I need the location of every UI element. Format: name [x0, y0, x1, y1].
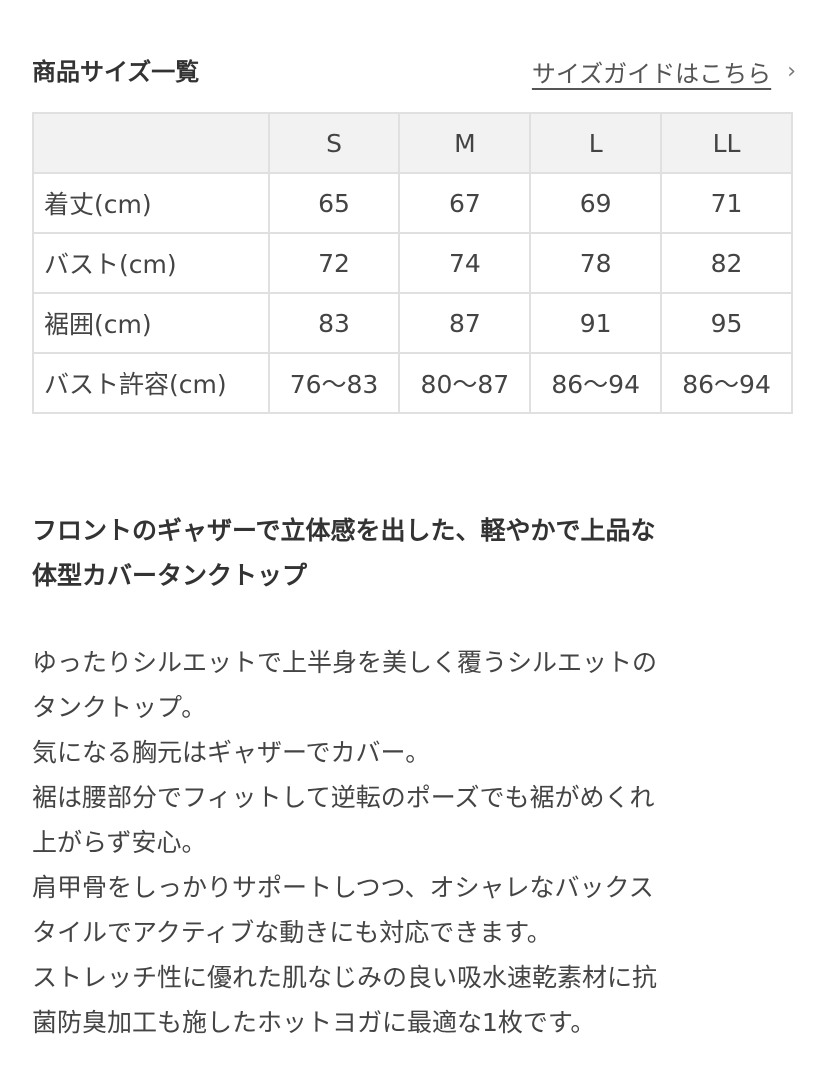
description-line: 裾は腰部分でフィットして逆転のポーズでも裾がめくれ: [32, 783, 655, 812]
row-label: 裾囲(cm): [32, 292, 270, 354]
table-cell: 67: [398, 172, 532, 234]
heading-line: フロントのギャザーで立体感を出した、軽やかで上品な: [32, 516, 656, 545]
description-body: ゆったりシルエットで上半身を美しく覆うシルエットの タンクトップ。気になる胸元はギ…: [32, 640, 657, 1045]
table-cell: 91: [529, 292, 663, 354]
table-cell: 72: [267, 232, 401, 294]
size-table: S M L LL 着丈(cm) 65 67 69 71 バスト(cm) 72 74 78 82 裾囲…: [32, 112, 793, 414]
description-line: ストレッチ性に優れた肌なじみの良い吸水速乾素材に抗: [32, 963, 658, 992]
table-cell: 78: [529, 232, 663, 294]
table-row: 着丈(cm) 65 67 69 71: [32, 172, 793, 234]
chevron-right-icon[interactable]: ›: [787, 59, 796, 84]
table-cell: 95: [660, 292, 793, 354]
column-header: M: [398, 112, 532, 174]
table-cell: 87: [398, 292, 532, 354]
column-header: LL: [660, 112, 793, 174]
table-row: 裾囲(cm) 83 87 91 95: [32, 292, 793, 354]
table-header-row: S M L LL: [32, 112, 793, 174]
column-header: S: [267, 112, 401, 174]
table-cell: 86〜94: [660, 352, 793, 414]
description-line: ゆったりシルエットで上半身を美しく覆うシルエットの: [32, 648, 658, 677]
heading-line: 体型カバータンクトップ: [32, 561, 308, 590]
table-row: バスト(cm) 72 74 78 82: [32, 232, 793, 294]
description-line: タンクトップ。: [32, 693, 207, 722]
row-label: バスト(cm): [32, 232, 270, 294]
table-cell: 80〜87: [398, 352, 532, 414]
column-header: [32, 112, 270, 174]
row-label: バスト許容(cm): [32, 352, 270, 414]
size-guide-link-container[interactable]: サイズガイドはこちら ›: [532, 54, 796, 89]
table-cell: 82: [660, 232, 793, 294]
description-line: 気になる胸元はギャザーでカバー。: [32, 738, 431, 767]
column-header: L: [529, 112, 663, 174]
table-cell: 74: [398, 232, 532, 294]
size-guide-link[interactable]: サイズガイドはこちら: [531, 60, 772, 88]
description-line: 菌防臭加工も施したホットヨガに最適な1枚です。: [32, 1008, 596, 1037]
table-cell: 71: [660, 172, 793, 234]
description-line: 肩甲骨をしっかりサポートしつつ、オシャレなバックス: [32, 873, 654, 902]
table-cell: 76〜83: [267, 352, 401, 414]
description-heading: フロントのギャザーで立体感を出した、軽やかで上品な 体型カバータンクトップ: [32, 508, 656, 598]
row-label: 着丈(cm): [32, 172, 270, 234]
table-cell: 83: [267, 292, 401, 354]
size-list-title: 商品サイズ一覧: [32, 58, 200, 86]
table-row: バスト許容(cm) 76〜83 80〜87 86〜94 86〜94: [32, 352, 793, 414]
table-cell: 65: [267, 172, 401, 234]
description-line: タイルでアクティブな動きにも対応できます。: [32, 918, 552, 947]
table-cell: 86〜94: [529, 352, 663, 414]
table-cell: 69: [529, 172, 663, 234]
description-line: 上がらず安心。: [32, 828, 207, 857]
